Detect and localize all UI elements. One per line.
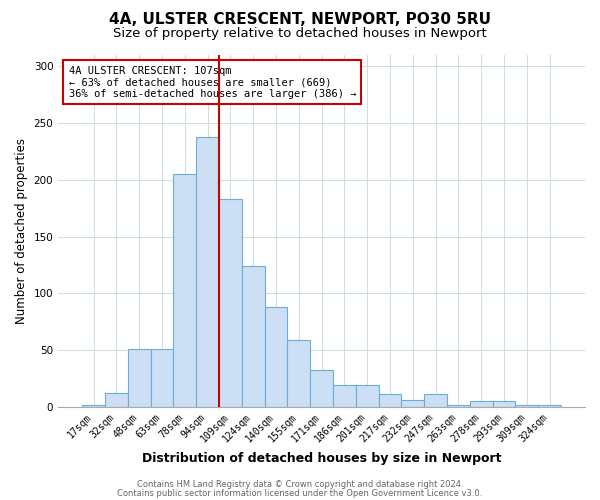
Bar xyxy=(151,349,173,407)
Bar xyxy=(447,404,470,407)
Bar xyxy=(242,266,265,407)
Bar xyxy=(265,307,287,407)
X-axis label: Distribution of detached houses by size in Newport: Distribution of detached houses by size … xyxy=(142,452,502,465)
Bar xyxy=(424,394,447,407)
Bar xyxy=(105,393,128,407)
Text: 4A, ULSTER CRESCENT, NEWPORT, PO30 5RU: 4A, ULSTER CRESCENT, NEWPORT, PO30 5RU xyxy=(109,12,491,28)
Bar xyxy=(128,349,151,407)
Bar xyxy=(219,199,242,407)
Bar xyxy=(310,370,333,407)
Bar xyxy=(538,404,561,407)
Text: Contains public sector information licensed under the Open Government Licence v3: Contains public sector information licen… xyxy=(118,488,482,498)
Bar xyxy=(379,394,401,407)
Bar xyxy=(82,404,105,407)
Bar xyxy=(333,385,356,407)
Bar xyxy=(173,174,196,407)
Bar xyxy=(401,400,424,407)
Text: Size of property relative to detached houses in Newport: Size of property relative to detached ho… xyxy=(113,28,487,40)
Text: 4A ULSTER CRESCENT: 107sqm
← 63% of detached houses are smaller (669)
36% of sem: 4A ULSTER CRESCENT: 107sqm ← 63% of deta… xyxy=(69,66,356,99)
Bar xyxy=(287,340,310,407)
Bar xyxy=(515,404,538,407)
Bar xyxy=(470,401,493,407)
Text: Contains HM Land Registry data © Crown copyright and database right 2024.: Contains HM Land Registry data © Crown c… xyxy=(137,480,463,489)
Bar xyxy=(493,401,515,407)
Bar xyxy=(356,385,379,407)
Y-axis label: Number of detached properties: Number of detached properties xyxy=(15,138,28,324)
Bar xyxy=(196,136,219,407)
